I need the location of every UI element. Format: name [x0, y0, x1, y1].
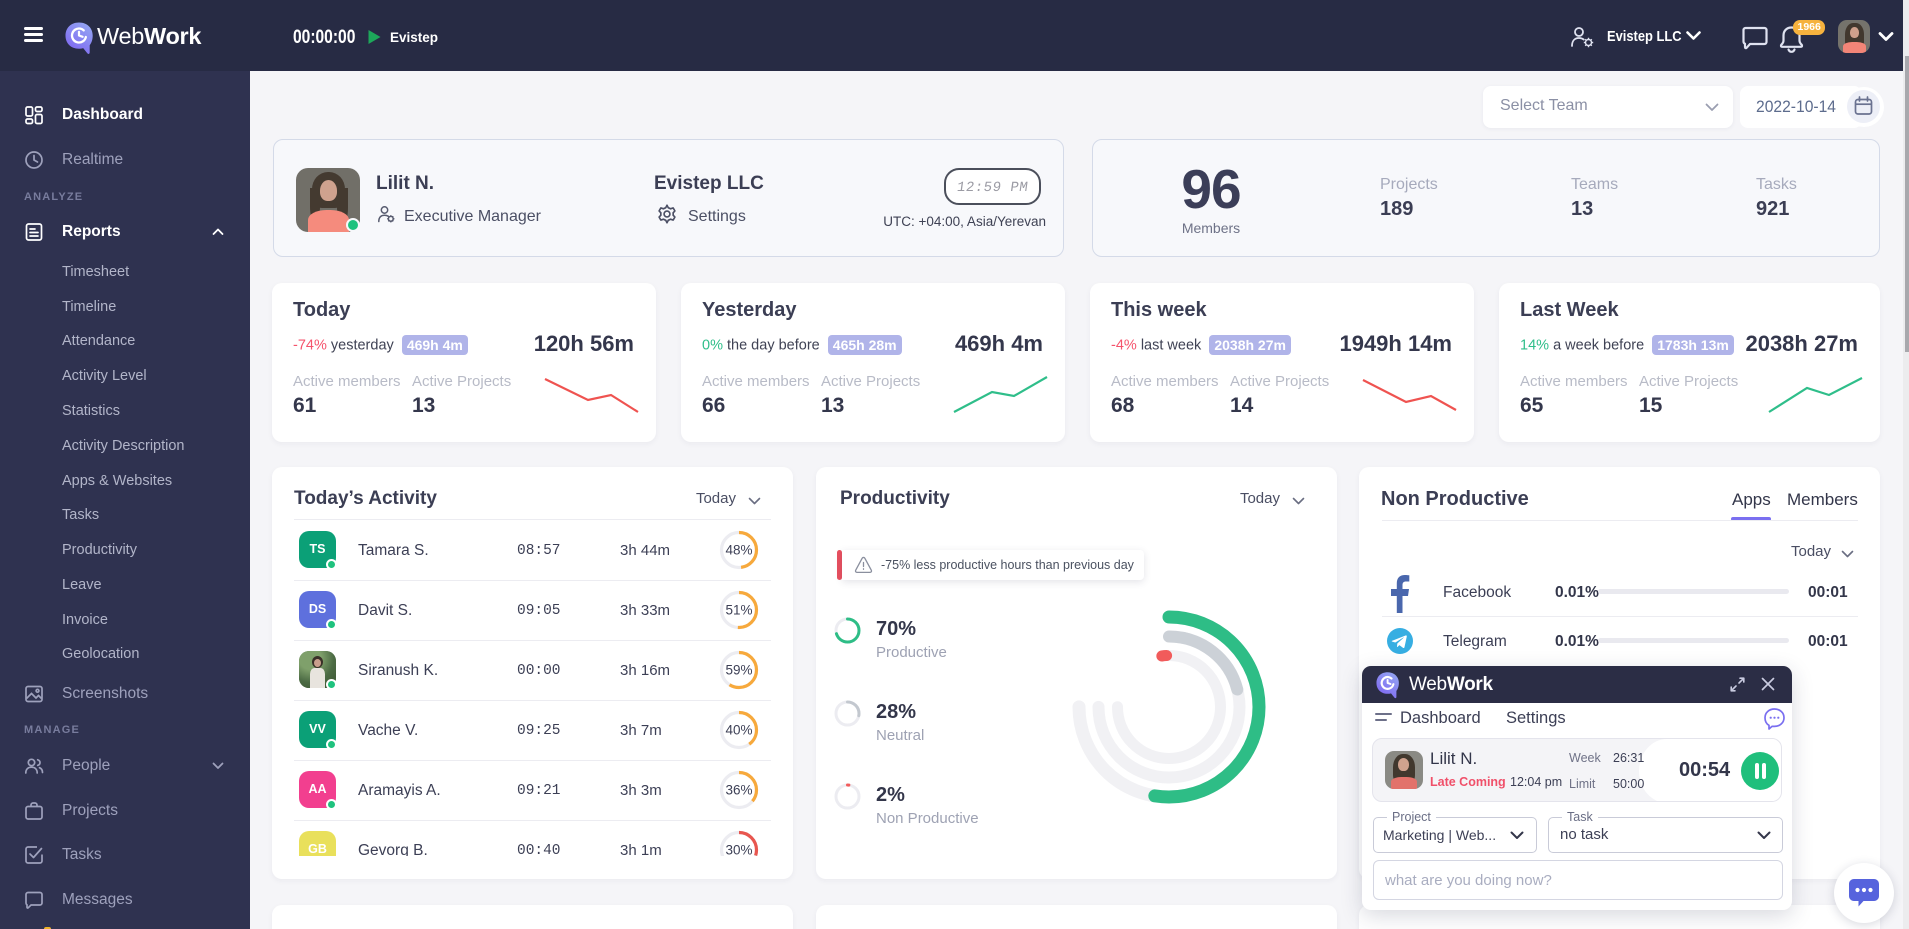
svg-text:59%: 59%: [725, 663, 752, 678]
svg-text:51%: 51%: [725, 603, 752, 618]
svg-text:30%: 30%: [725, 843, 752, 857]
svg-text:36%: 36%: [725, 783, 752, 798]
svg-text:48%: 48%: [725, 543, 752, 558]
svg-text:40%: 40%: [725, 723, 752, 738]
